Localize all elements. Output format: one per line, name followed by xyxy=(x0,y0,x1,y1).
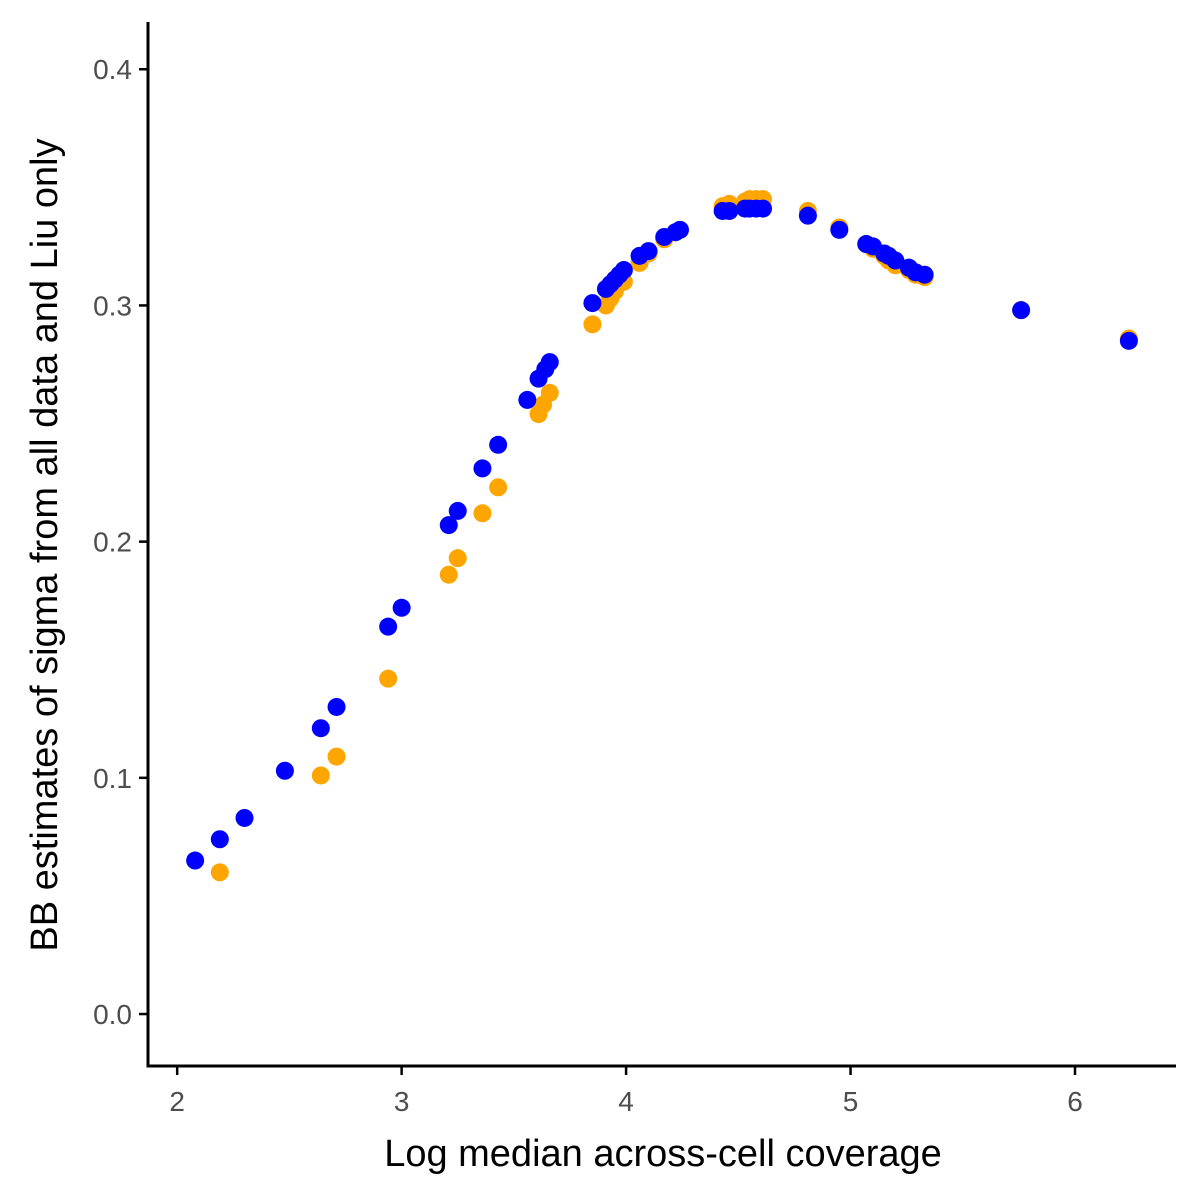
blue-data-point xyxy=(1012,301,1031,320)
y-tick-label: 0.4 xyxy=(93,54,132,85)
x-tick-label: 4 xyxy=(618,1086,634,1117)
blue-data-point xyxy=(379,617,398,636)
blue-data-point xyxy=(583,294,602,313)
axes-layer xyxy=(146,22,1176,1068)
orange-data-point xyxy=(439,565,458,584)
blue-data-point xyxy=(639,242,658,261)
blue-data-point xyxy=(540,353,559,372)
blue-data-point xyxy=(798,206,817,225)
orange-data-point xyxy=(473,504,492,523)
x-tick-label: 2 xyxy=(169,1086,185,1117)
orange-data-point xyxy=(583,315,602,334)
blue-data-point xyxy=(1119,331,1138,350)
blue-data-point xyxy=(235,808,254,827)
orange-data-point xyxy=(311,766,330,785)
blue-data-point xyxy=(439,516,458,535)
points-layer xyxy=(186,190,1138,882)
blue-data-point xyxy=(489,435,508,454)
ticks-layer: 2 3 4 5 6 0.0 0.1 0.2 0.3 0.4 xyxy=(93,54,1083,1117)
blue-data-point xyxy=(518,390,537,409)
x-tick-label: 6 xyxy=(1067,1086,1083,1117)
y-axis-title: BB estimates of sigma from all data and … xyxy=(24,138,66,951)
blue-data-point xyxy=(670,220,689,239)
blue-data-point xyxy=(754,199,773,218)
y-tick-label: 0.3 xyxy=(93,290,132,321)
blue-data-point xyxy=(614,261,633,280)
blue-data-point xyxy=(186,851,205,870)
y-tick-label: 0.0 xyxy=(93,999,132,1030)
orange-data-point xyxy=(540,383,559,402)
orange-data-point xyxy=(327,747,346,766)
blue-data-point xyxy=(473,459,492,478)
x-tick-label: 3 xyxy=(394,1086,410,1117)
blue-data-point xyxy=(915,265,934,284)
x-tick-label: 5 xyxy=(843,1086,859,1117)
orange-data-point xyxy=(379,669,398,688)
blue-data-point xyxy=(392,598,411,617)
x-axis-title: Log median across-cell coverage xyxy=(384,1133,942,1175)
orange-data-point xyxy=(489,478,508,497)
blue-data-point xyxy=(275,761,294,780)
blue-data-point xyxy=(210,830,229,849)
blue-data-point xyxy=(830,220,849,239)
y-tick-label: 0.1 xyxy=(93,763,132,794)
blue-data-point xyxy=(311,719,330,738)
blue-data-point xyxy=(327,697,346,716)
y-tick-label: 0.2 xyxy=(93,527,132,558)
orange-data-point xyxy=(448,549,467,568)
blue-data-point xyxy=(886,251,905,270)
blue-data-point xyxy=(448,501,467,520)
orange-data-point xyxy=(210,863,229,882)
blue-data-point xyxy=(720,201,739,220)
